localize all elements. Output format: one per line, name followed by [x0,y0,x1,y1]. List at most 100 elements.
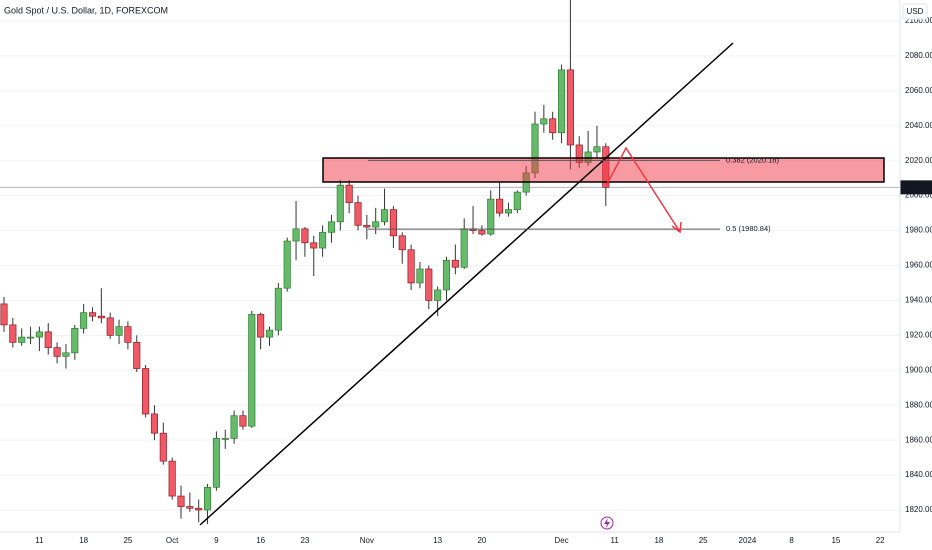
candle-body [513,191,521,210]
candle-body [566,69,574,146]
candle-body [239,415,247,427]
y-tick-label: 1980.00 [905,226,932,235]
candle-body [53,347,61,357]
arrow-head [671,221,682,234]
candle-body [381,209,389,223]
candle-body [124,326,132,343]
currency: USD [907,7,924,16]
y-tick-label: 1880.00 [905,400,932,409]
y-tick-label: 2000.00 [905,191,932,200]
x-tick-label: 15 [831,536,840,545]
x-tick-label: 11 [610,536,619,545]
x-tick-label: 18 [654,536,663,545]
candle-body [442,259,451,291]
candle-body [283,240,291,289]
candle-body [248,314,256,427]
chart-title: Gold Spot / U.S. Dollar, 1D, FOREXCOM [4,5,168,15]
candle-body [186,506,194,509]
candle-body [142,368,150,415]
currency-box [902,3,928,20]
candle-body [540,118,548,125]
candle-body [195,507,203,511]
fib-levels: 0.382 (2020.18) 0.5 (1980.84) [368,155,779,233]
candle-body [301,228,309,244]
candle-body [327,221,336,233]
y-tick-label: 1860.00 [905,435,932,444]
y-tick-label: 1960.00 [905,261,932,270]
candle-body [27,336,35,339]
x-tick-label: 20 [477,536,486,545]
event-bolt [604,518,610,528]
candle-body [336,184,344,223]
x-tick-label: 2024 [739,536,757,545]
candle-body [496,198,504,214]
candle-body [398,235,406,251]
x-tick-label: Nov [360,536,374,545]
x-tick-label: Oct [166,536,179,545]
candle-body [35,331,43,338]
x-tick-label: Dec [554,536,568,545]
y-tick-label: 1820.00 [905,505,932,514]
candle-body [71,328,79,354]
y-tick-label: 2060.00 [905,86,932,95]
grid [0,20,900,511]
y-tick-label: 2040.00 [905,121,932,130]
candle-body [106,317,114,336]
y-tick-label: 1840.00 [905,470,932,479]
candle-body [80,312,88,329]
candle-body [115,326,123,336]
candle-body [593,146,601,153]
candle-body [549,118,557,134]
candle-body [230,415,238,439]
candle-body [345,184,353,203]
candle-body [310,242,318,249]
candle-body [204,486,212,511]
candle-body [487,198,495,235]
y-tick-label: 1900.00 [905,365,932,374]
candle-body [18,336,26,343]
y-tick-label: 2100.00 [905,16,932,25]
candle-body [389,209,397,237]
y-tick-label: 2020.00 [905,156,932,165]
fib-label: 0.5 (1980.84) [726,224,771,233]
last-price-box [900,180,932,195]
y-tick-label: 1920.00 [905,330,932,339]
candle-body [478,230,486,235]
candle-body [257,314,265,338]
x-tick-label: 8 [789,536,794,545]
candle-body [363,224,371,228]
projection-arrow [605,146,681,233]
x-tick-label: 18 [79,536,88,545]
candle-body [212,438,220,488]
candle-body [265,329,274,338]
candle-body [221,438,229,440]
y-tick-label: 1940.00 [905,296,932,305]
x-tick-label: 9 [214,536,219,545]
x-tick-label: 23 [300,536,309,545]
candle-body [407,249,415,284]
last-price-label: 2004.73 [903,182,932,191]
candle-body [557,69,566,134]
x-tick-label: 25 [699,536,708,545]
candle-body [177,495,185,507]
y-tick-label: 2080.00 [905,51,932,60]
x-tick-label: 22 [876,536,885,545]
candle-body [44,331,52,348]
candle-body [451,259,459,268]
fib-label: 0.382 (2020.18) [726,155,779,164]
candle-body [9,324,17,343]
candle-body [460,228,468,268]
candle-body [292,228,300,242]
candle-body [319,231,327,249]
candle-body [150,413,159,434]
trendline [199,42,734,526]
x-tick-label: 16 [256,536,265,545]
candle-body [504,209,513,214]
candle-body [425,268,433,301]
x-tick-label: 25 [123,536,132,545]
candle-body [62,352,70,357]
candle-body [416,268,424,284]
candle-body [168,460,176,497]
